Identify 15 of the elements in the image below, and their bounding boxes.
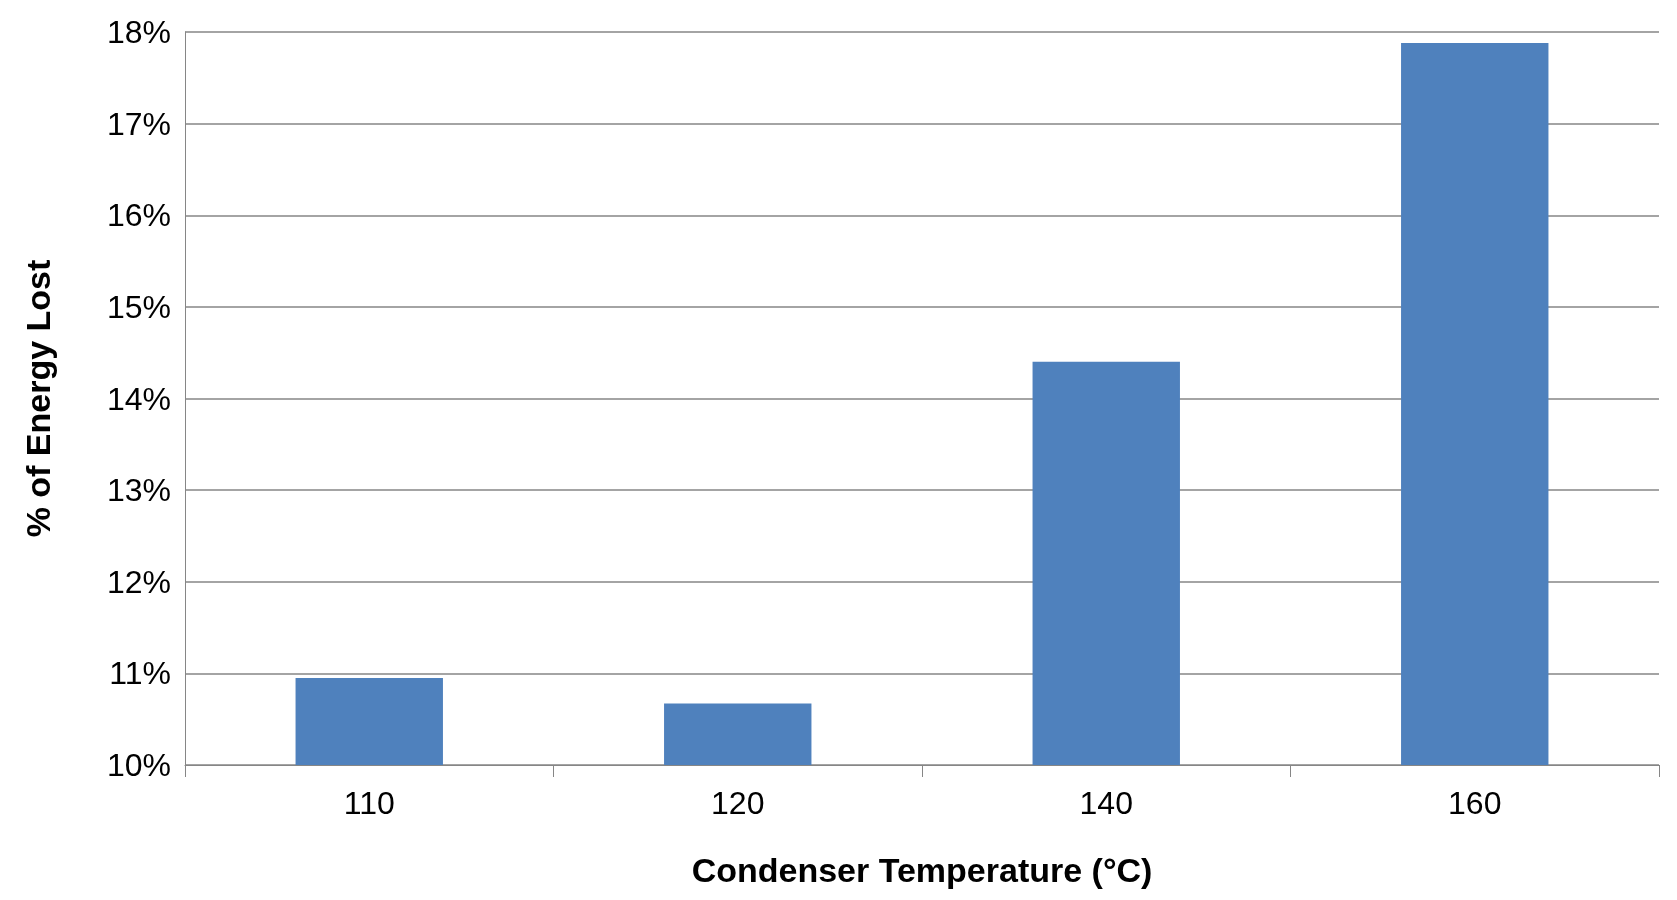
x-tick-label: 140 — [1079, 785, 1133, 821]
y-tick-label: 16% — [106, 197, 171, 234]
y-axis-title: % of Energy Lost — [19, 259, 57, 538]
y-tick-label: 12% — [106, 563, 171, 600]
y-tick-label: 17% — [106, 105, 171, 142]
x-tick-label: 110 — [343, 785, 395, 821]
x-axis-title: Condenser Temperature (°C) — [691, 851, 1153, 889]
x-tick-label: 160 — [1448, 785, 1502, 821]
y-tick-label: 10% — [106, 747, 171, 783]
y-tick-label: 11% — [109, 655, 171, 692]
y-tick-label: 13% — [106, 472, 171, 509]
y-tick-label: 14% — [106, 380, 171, 417]
y-tick-label: 15% — [106, 288, 171, 325]
y-tick-label: 18% — [106, 14, 171, 50]
x-tick-label: 120 — [711, 785, 765, 821]
